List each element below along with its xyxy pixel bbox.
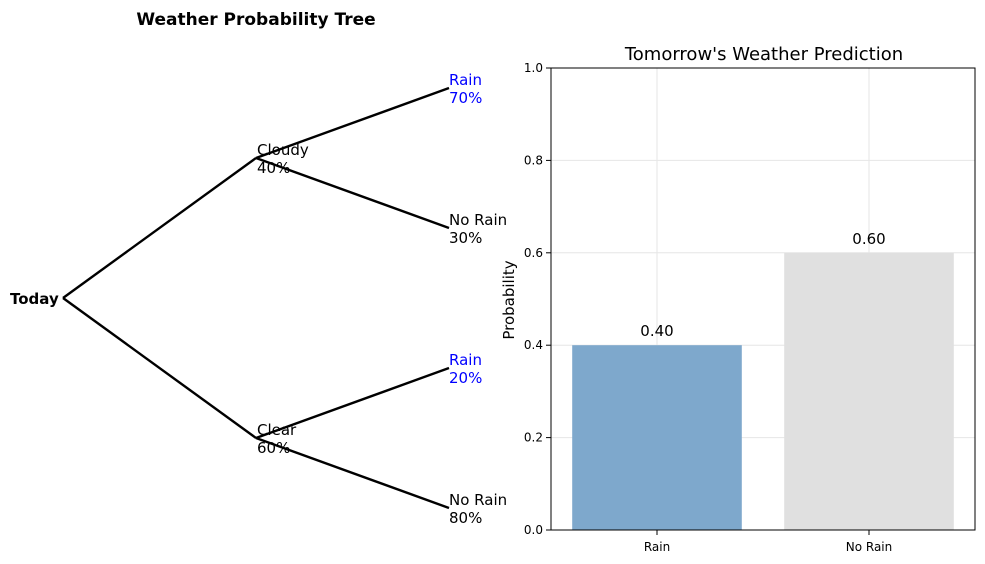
tree-title: Weather Probability Tree <box>136 10 375 30</box>
y-tick-label: 1.0 <box>524 61 543 75</box>
edge-today-clear <box>62 297 257 439</box>
leaf-cloudy-norain-label: No Rain <box>449 211 507 229</box>
bars <box>572 252 954 531</box>
leaf-clear-rain-prob: 20% <box>449 369 482 387</box>
y-axis-label: Probability <box>500 260 518 339</box>
bar-value-labels: 0.40 0.60 <box>640 230 885 340</box>
y-tick-label: 0.0 <box>524 523 543 537</box>
y-tick-label: 0.8 <box>524 153 543 167</box>
leaf-cloudy-rain-label: Rain <box>449 71 482 89</box>
node-cloudy-label: Cloudy <box>257 141 309 159</box>
x-tick-label: No Rain <box>846 540 893 554</box>
edge-today-cloudy <box>62 157 257 299</box>
edge-clear-norain <box>255 436 450 510</box>
node-cloudy-prob: 40% <box>257 159 290 177</box>
leaf-cloudy-rain-prob: 70% <box>449 89 482 107</box>
leaf-clear-norain-prob: 80% <box>449 509 482 527</box>
leaf-cloudy-norain-prob: 30% <box>449 229 482 247</box>
edge-cloudy-norain <box>255 156 450 230</box>
y-tick-label: 0.6 <box>524 246 543 260</box>
node-clear-prob: 60% <box>257 439 290 457</box>
edge-clear-rain <box>255 366 450 440</box>
x-tick-label: Rain <box>644 540 670 554</box>
probability-tree: Weather Probability Tree Today Cloudy 40… <box>10 10 507 527</box>
bar-chart: Tomorrow's Weather Prediction Probabilit… <box>500 44 976 554</box>
bar-value-label: 0.60 <box>852 230 885 248</box>
axis-ticks: 0.0 0.2 0.4 0.6 0.8 1.0 Rain No Rain <box>524 61 892 554</box>
y-tick-label: 0.2 <box>524 431 543 445</box>
leaf-clear-rain-label: Rain <box>449 351 482 369</box>
node-clear-label: Clear <box>257 421 297 439</box>
bar-no-rain <box>784 252 954 531</box>
bar-value-label: 0.40 <box>640 322 673 340</box>
node-root-label: Today <box>10 290 59 308</box>
y-tick-label: 0.4 <box>524 338 543 352</box>
bar-rain <box>572 345 742 530</box>
plot-frame <box>550 67 976 531</box>
edge-cloudy-rain <box>255 86 450 160</box>
chart-title: Tomorrow's Weather Prediction <box>624 44 903 65</box>
leaf-clear-norain-label: No Rain <box>449 491 507 509</box>
